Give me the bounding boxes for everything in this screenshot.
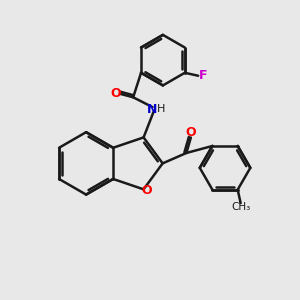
Text: N: N <box>147 103 158 116</box>
Text: H: H <box>157 104 166 114</box>
Text: O: O <box>110 87 121 100</box>
Text: O: O <box>142 184 152 197</box>
Text: F: F <box>199 69 208 82</box>
Text: O: O <box>186 126 196 139</box>
Text: CH₃: CH₃ <box>231 202 250 212</box>
